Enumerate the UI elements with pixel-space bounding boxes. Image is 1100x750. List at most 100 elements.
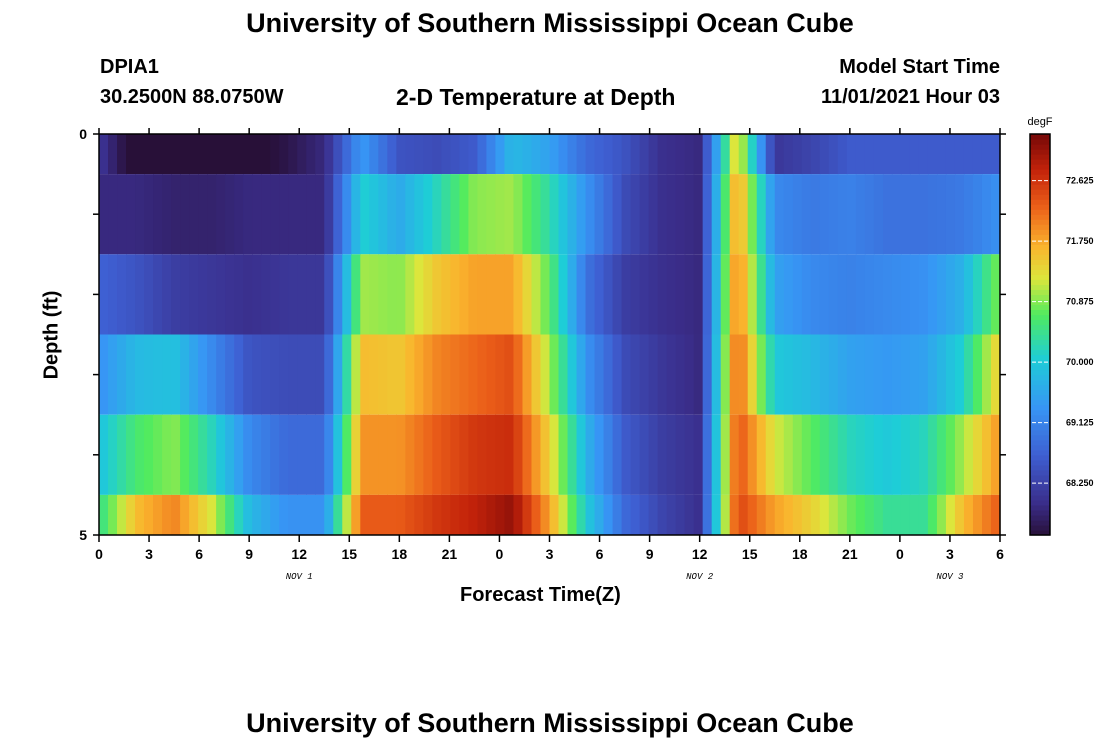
heatmap-cell [342, 134, 352, 175]
heatmap-cell [756, 334, 767, 415]
heatmap-cell [135, 174, 145, 255]
heatmap-cell [621, 134, 632, 175]
colorbar-segment [1030, 269, 1050, 275]
heatmap-cell [180, 494, 190, 535]
heatmap-cell [972, 494, 983, 535]
heatmap-cell [333, 134, 343, 175]
colorbar-segment [1030, 254, 1050, 260]
x-tick-label: 3 [546, 546, 554, 562]
x-tick-label: 0 [95, 546, 103, 562]
heatmap-cell [117, 334, 127, 415]
heatmap-cell [423, 174, 433, 255]
heatmap-cell [621, 494, 632, 535]
heatmap-cell [360, 494, 370, 535]
heatmap-cell [162, 254, 172, 335]
heatmap-cell [297, 414, 307, 495]
heatmap-cell [819, 254, 830, 335]
heatmap-cell [234, 494, 244, 535]
heatmap-cell [117, 174, 127, 255]
heatmap-cell [801, 334, 812, 415]
heatmap-cell [378, 334, 388, 415]
heatmap-cell [675, 254, 686, 335]
colorbar-segment [1030, 499, 1050, 506]
heatmap-cell [684, 174, 695, 255]
heatmap-cell [513, 134, 524, 175]
x-tick-label: 9 [245, 546, 253, 562]
heatmap-cell [828, 494, 839, 535]
colorbar-segment [1030, 449, 1050, 456]
heatmap-cell [666, 414, 677, 495]
colorbar-tick-label: 72.625 [1066, 176, 1094, 186]
heatmap-cell [900, 414, 911, 495]
heatmap-cell [810, 334, 821, 415]
heatmap-cell [819, 134, 830, 175]
heatmap-cell [630, 254, 641, 335]
heatmap-cell [270, 414, 280, 495]
heatmap-cell [909, 134, 920, 175]
heatmap-cell [585, 134, 596, 175]
heatmap-cell [774, 334, 785, 415]
heatmap-cell [270, 334, 280, 415]
heatmap-cell [432, 494, 442, 535]
colorbar-segment [1030, 389, 1050, 396]
heatmap-cell [720, 134, 731, 175]
heatmap-cell [513, 334, 524, 415]
heatmap-cell [450, 414, 460, 495]
heatmap-cell [405, 254, 415, 335]
heatmap-cell [918, 134, 929, 175]
heatmap-cell [378, 134, 388, 175]
heatmap-cell [585, 334, 596, 415]
heatmap-cell [162, 134, 172, 175]
heatmap-cell [513, 254, 524, 335]
heatmap-cell [495, 414, 506, 495]
heatmap-cell [99, 334, 109, 415]
heatmap-cell [981, 174, 992, 255]
heatmap-cell [729, 254, 740, 335]
heatmap-cell [666, 494, 677, 535]
heatmap-cell [288, 174, 298, 255]
y-tick-label: 0 [79, 126, 87, 142]
heatmap-cell [837, 494, 848, 535]
heatmap-cell [423, 414, 433, 495]
heatmap-cell [324, 174, 334, 255]
heatmap-cell [387, 494, 397, 535]
colorbar-tick-label: 68.250 [1066, 478, 1094, 488]
heatmap-cell [531, 134, 542, 175]
heatmap-cell [189, 174, 199, 255]
heatmap-cell [360, 334, 370, 415]
heatmap-cell [549, 174, 560, 255]
heatmap-cell [666, 134, 677, 175]
heatmap-cell [108, 334, 118, 415]
heatmap-cell [756, 254, 767, 335]
heatmap-cell [333, 414, 343, 495]
heatmap-cell [189, 494, 199, 535]
colorbar-segment [1030, 394, 1050, 401]
heatmap-cell [342, 414, 352, 495]
heatmap-cell [153, 494, 163, 535]
heatmap-cell [522, 134, 533, 175]
heatmap-cell [135, 134, 145, 175]
heatmap-cell [216, 334, 226, 415]
heatmap-cell [738, 334, 749, 415]
heatmap-cell [630, 414, 641, 495]
heatmap-cell [828, 174, 839, 255]
heatmap-cell [396, 174, 406, 255]
heatmap-cell [99, 174, 109, 255]
heatmap-cell [837, 334, 848, 415]
heatmap-cell [702, 174, 713, 255]
heatmap-cell [108, 254, 118, 335]
heatmap-cell [414, 134, 424, 175]
heatmap-cell [207, 334, 217, 415]
heatmap-cell [522, 174, 533, 255]
heatmap-cell [648, 334, 659, 415]
heatmap-cell [441, 334, 451, 415]
heatmap-cell [369, 174, 379, 255]
colorbar-segment [1030, 529, 1050, 536]
heatmap-cell [99, 134, 109, 175]
heatmap-cell [234, 134, 244, 175]
heatmap-cell [234, 414, 244, 495]
heatmap-cell [738, 134, 749, 175]
heatmap-cell [855, 334, 866, 415]
heatmap-cell [954, 254, 965, 335]
heatmap-cell [909, 174, 920, 255]
